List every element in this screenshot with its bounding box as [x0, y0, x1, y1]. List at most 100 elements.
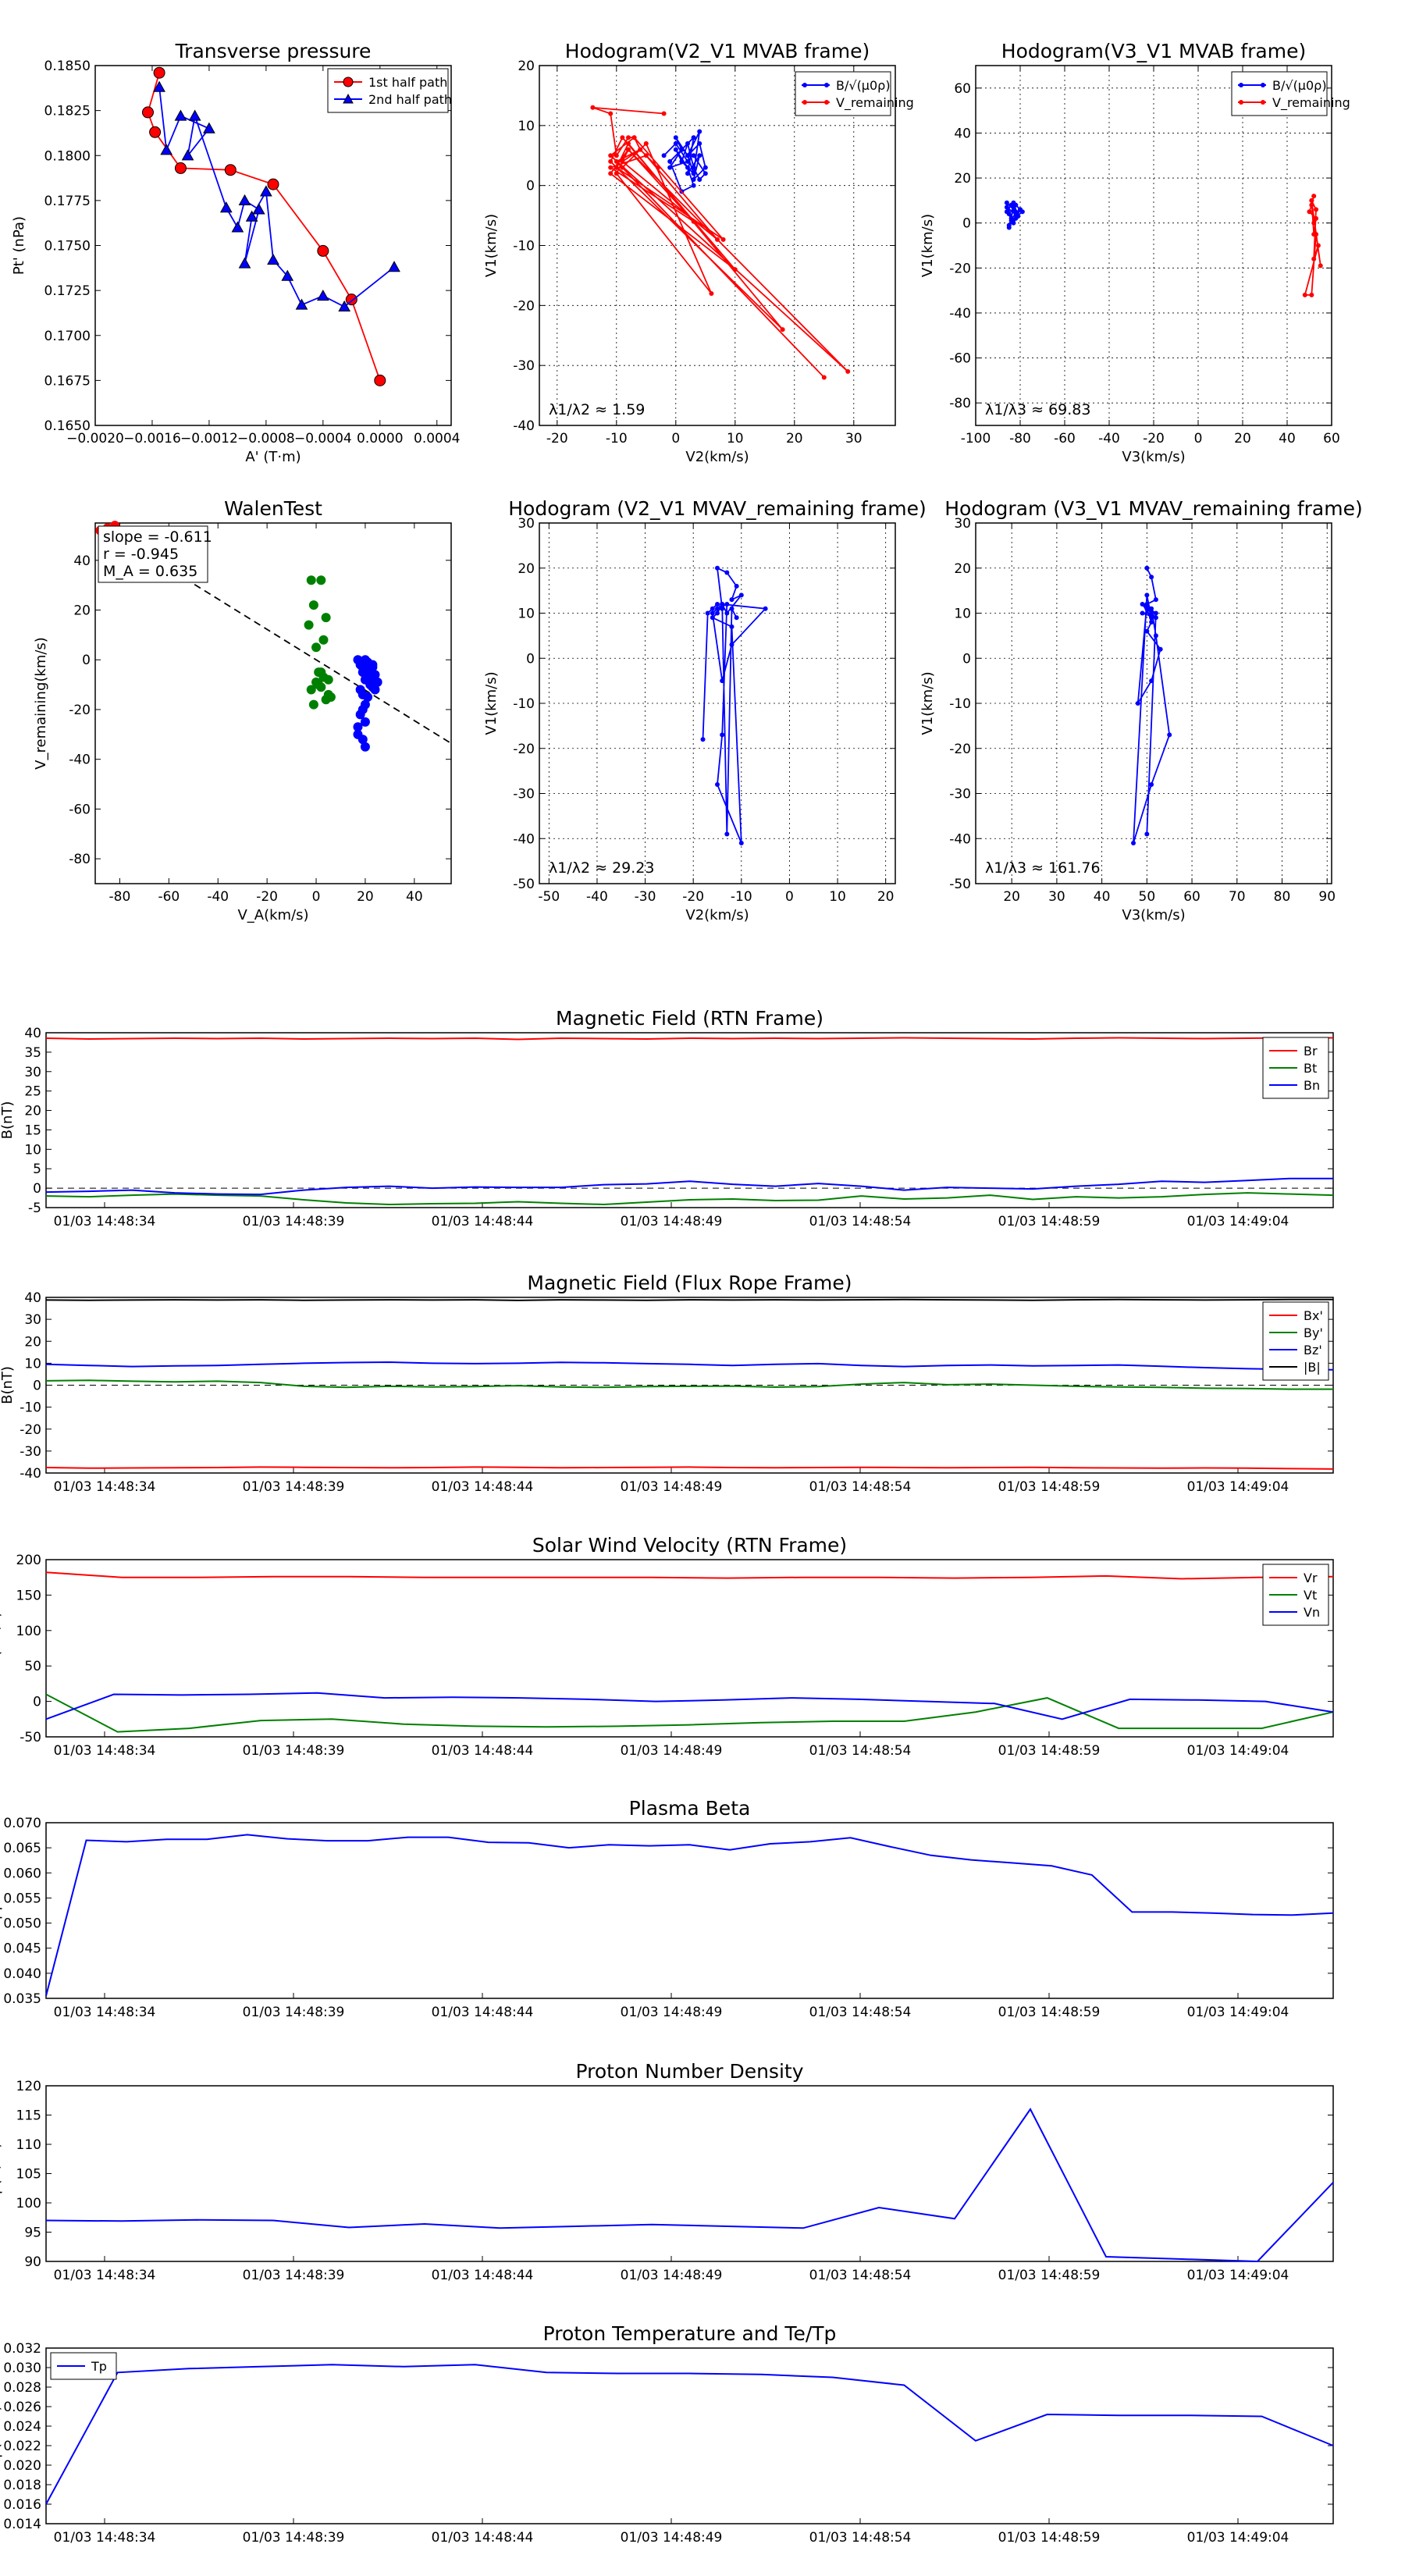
x-tick-label: 40: [1279, 431, 1296, 447]
data-point: [1149, 620, 1154, 625]
y-tick-label: 0.1825: [44, 104, 91, 119]
time-tick-label: 01/03 14:49:04: [1187, 2268, 1289, 2283]
x-tick-label: 40: [1094, 889, 1111, 905]
y-tick-label: 95: [24, 2226, 41, 2241]
data-point: [1131, 841, 1136, 846]
chart-title: Hodogram(V3_V1 MVAB frame): [1001, 40, 1306, 62]
plot-frame: [45, 2085, 1334, 2262]
data-point: [304, 620, 314, 630]
data-point: [614, 158, 619, 164]
y-tick-label: -5: [28, 1201, 41, 1216]
y-tick-label: 10: [954, 607, 971, 622]
time-tick-label: 01/03 14:48:39: [243, 2530, 345, 2546]
data-point: [1153, 633, 1158, 639]
time-tick-label: 01/03 14:48:44: [432, 1214, 534, 1229]
time-tick-label: 01/03 14:48:44: [432, 2530, 534, 2546]
y-tick-label: 30: [24, 1312, 41, 1328]
legend-marker: [343, 93, 354, 104]
y-tick-label: -40: [513, 418, 535, 434]
series-line-Bx': [45, 1466, 1334, 1470]
y-axis-label: B(nT): [0, 1366, 16, 1404]
data-point: [685, 165, 690, 170]
y-tick-label: 20: [24, 1334, 41, 1350]
chart-h4: Hodogram (V3_V1 MVAV_remaining frame) -50…: [919, 497, 1363, 923]
data-point: [700, 737, 706, 742]
data-point: [1149, 610, 1154, 616]
data-point: [317, 244, 329, 257]
y-tick-label: 20: [954, 171, 971, 187]
data-point: [656, 165, 660, 170]
legend-frame: [1231, 71, 1328, 116]
data-point: [245, 210, 258, 222]
y-axis-label: V_remaining(km/s): [33, 637, 49, 770]
data-point: [1140, 610, 1145, 616]
data-point: [306, 685, 316, 695]
walen-annotation: r = -0.945: [103, 546, 179, 563]
time-tick-label: 01/03 14:48:49: [621, 2005, 723, 2020]
data-point: [710, 606, 715, 611]
data-point: [729, 642, 735, 647]
data-point: [1311, 194, 1317, 199]
legend-frame: [327, 68, 449, 113]
data-point: [252, 203, 265, 215]
x-tick-label: 0: [312, 889, 321, 905]
chart-title: Magnetic Field (RTN Frame): [556, 1007, 823, 1030]
data-point: [702, 165, 708, 170]
y-tick-label: 0.1700: [44, 329, 91, 344]
y-tick-label: 0: [33, 1181, 41, 1197]
data-point: [763, 606, 768, 611]
data-point: [608, 153, 614, 158]
data-point: [1011, 205, 1016, 210]
chart-wt: WalenTest -80 -60 -40 -20 0 20 40 V_remaining(km…: [33, 497, 452, 923]
y-tick-label: -20: [949, 742, 971, 757]
x-tick-label: 60: [1323, 431, 1340, 447]
data-point: [715, 781, 720, 787]
data-point: [365, 674, 375, 685]
data-point: [1318, 263, 1323, 269]
time-tick-label: 01/03 14:48:54: [809, 1479, 912, 1495]
y-tick-label: 30: [954, 516, 971, 532]
y-tick-label: 115: [16, 2108, 41, 2124]
data-point: [734, 615, 739, 621]
data-point: [729, 597, 735, 603]
x-tick-label: 80: [1274, 889, 1291, 905]
data-point: [1167, 732, 1172, 738]
data-point: [608, 165, 614, 170]
time-tick-label: 01/03 14:48:49: [621, 1214, 723, 1229]
data-point: [1011, 220, 1016, 226]
series-line-Vr: [45, 1571, 1334, 1580]
y-tick-label: 0: [82, 653, 91, 668]
y-tick-label: 25: [24, 1084, 41, 1100]
chart-title: Transverse pressure: [175, 40, 372, 62]
data-point: [631, 135, 637, 141]
data-point: [345, 294, 357, 306]
y-axis-label: Tp(10⁶K): [0, 2405, 3, 2467]
legend: Tp: [50, 2352, 117, 2380]
data-point: [141, 106, 154, 119]
y-tick-label: 100: [16, 1624, 41, 1639]
y-axis-label: βp: [0, 1902, 3, 1920]
y-tick-label: 30: [518, 516, 535, 532]
data-point: [673, 141, 678, 146]
x-tick-label: −0.0020: [66, 431, 124, 447]
data-point: [685, 141, 690, 146]
data-point: [1309, 202, 1314, 208]
data-point: [368, 682, 378, 692]
legend-marker: [824, 100, 829, 105]
x-tick-label: 0.0004: [414, 431, 460, 447]
legend-marker: [343, 76, 354, 87]
y-tick-label: 40: [24, 1290, 41, 1306]
data-point: [614, 171, 619, 176]
x-tick-label: 20: [1234, 431, 1251, 447]
time-tick-label: 01/03 14:48:54: [809, 1214, 912, 1229]
x-tick-label: -60: [1054, 431, 1076, 447]
y-tick-label: 100: [16, 2196, 41, 2211]
data-point: [238, 194, 251, 205]
chart-tp_temp: Proton Temperature and Te/Tp 0.014 0.016 0.…: [0, 2322, 1334, 2546]
data-point: [308, 600, 318, 610]
y-tick-label: -50: [513, 877, 535, 892]
y-axis-label: V1(km/s): [919, 671, 936, 735]
data-point: [697, 129, 702, 134]
data-point: [1140, 601, 1145, 607]
data-point: [734, 583, 739, 589]
